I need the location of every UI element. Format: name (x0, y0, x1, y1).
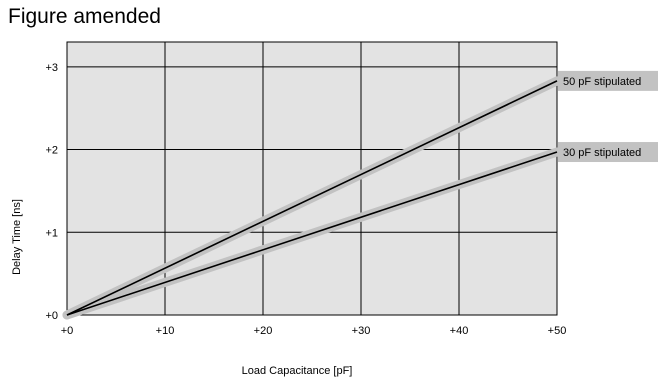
series-label-0: 50 pF stipulated (563, 76, 641, 88)
x-tick-label: +40 (450, 325, 469, 337)
series-line-0 (66, 80, 558, 316)
y-tick-label: +1 (45, 227, 58, 239)
x-tick-label: +50 (548, 325, 567, 337)
x-tick-label: +30 (352, 325, 371, 337)
series-label-1: 30 pF stipulated (563, 147, 641, 159)
series-labels: 50 pF stipulated 30 pF stipulated (558, 70, 658, 163)
y-tick-label: +3 (45, 62, 58, 74)
y-axis-label: Delay Time [ns] (11, 199, 23, 275)
x-axis-label: Load Capacitance [pF] (242, 365, 353, 377)
x-tick-label: +0 (61, 325, 74, 337)
series-line-1 (66, 151, 558, 316)
x-axis-ticks: +0 +10 +20 +30 +40 +50 (61, 325, 567, 337)
series-label-box-0 (558, 70, 658, 91)
x-tick-label: +10 (156, 325, 175, 337)
series-lines (66, 80, 558, 316)
x-tick-label: +20 (254, 325, 273, 337)
y-axis-ticks: +0 +1 +2 +3 (45, 62, 58, 322)
page-title: Figure amended (8, 5, 161, 28)
y-tick-label: +0 (45, 310, 58, 322)
series-label-box-1 (558, 142, 658, 163)
y-tick-label: +2 (45, 145, 58, 157)
